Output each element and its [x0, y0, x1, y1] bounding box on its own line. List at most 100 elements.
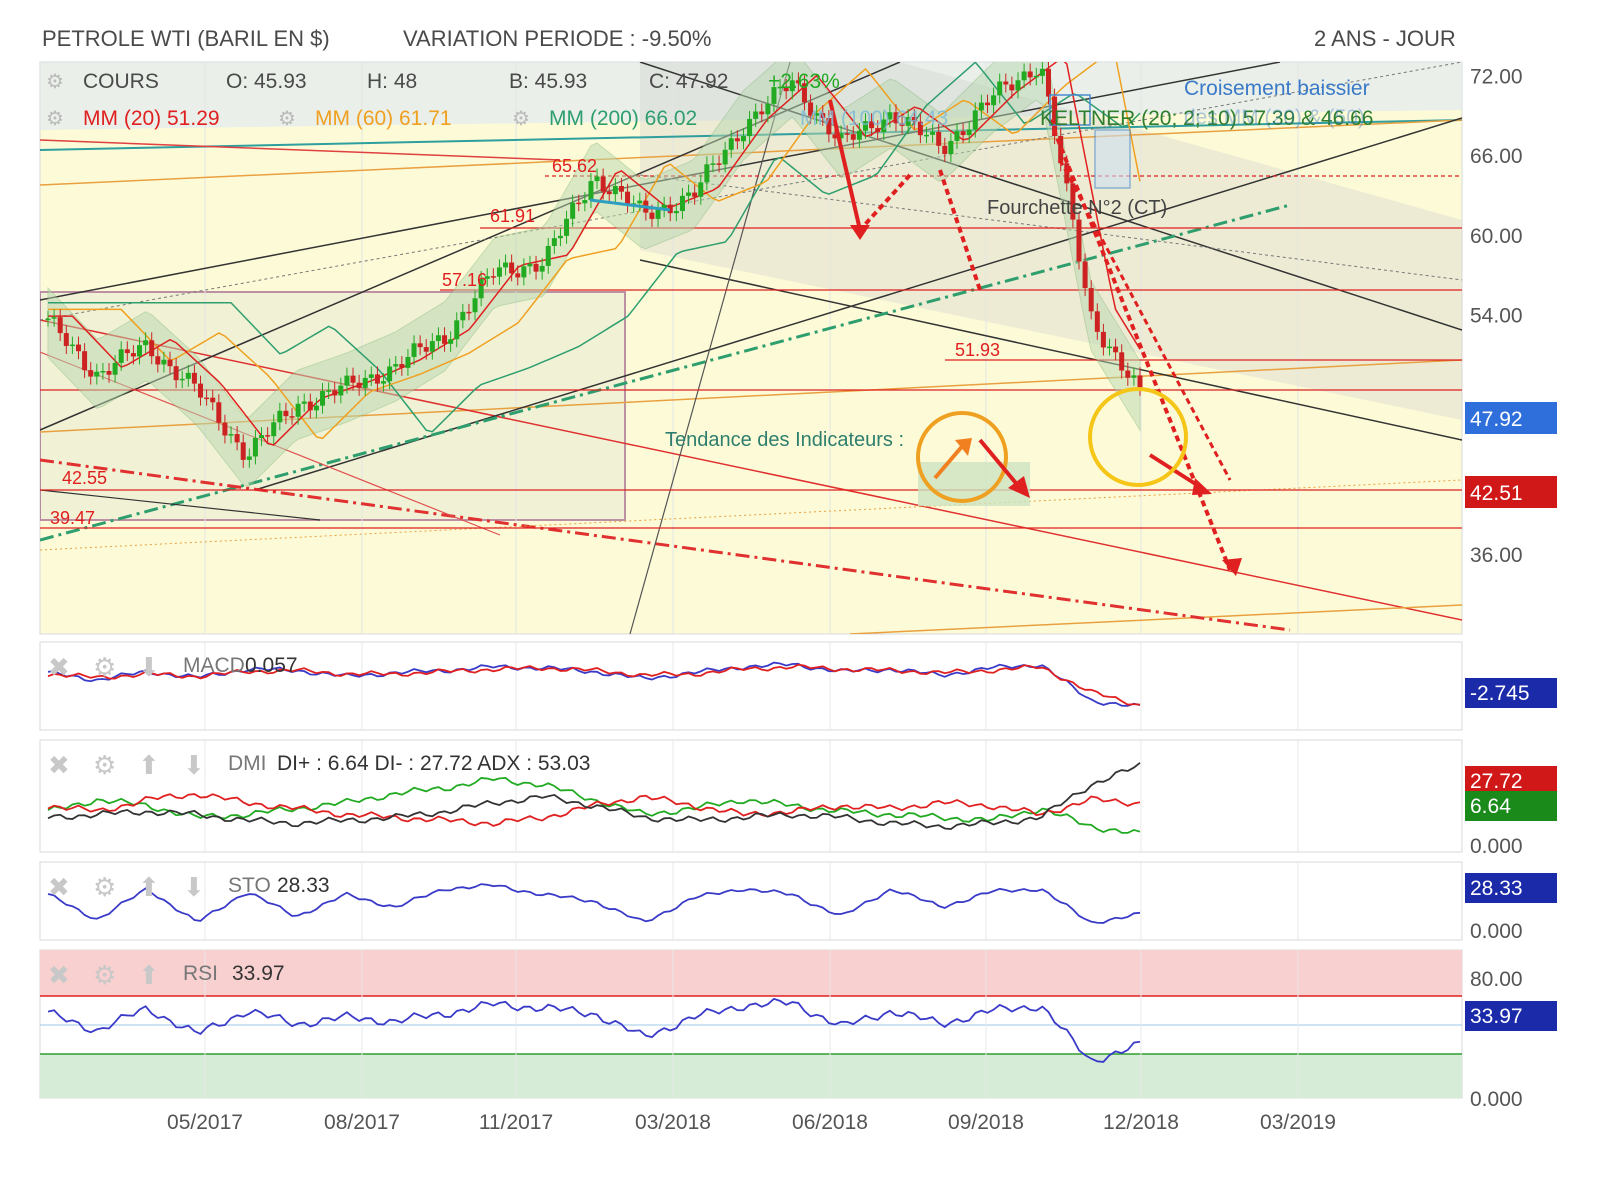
candle-body	[673, 211, 679, 214]
arrow-up-icon[interactable]: ⬆	[138, 872, 160, 902]
candle-body	[1125, 370, 1131, 378]
candle-body	[423, 347, 429, 352]
candle-body	[246, 456, 252, 460]
projection-arrows	[828, 99, 1242, 576]
candle-body	[734, 138, 740, 142]
candle-body	[582, 200, 588, 204]
svg-text:Croisement baissier: Croisement baissier	[1184, 77, 1370, 100]
close-icon[interactable]: ✖	[48, 652, 70, 682]
time-tick-label: 03/2019	[1260, 1111, 1336, 1134]
close-icon[interactable]: ✖	[48, 960, 70, 990]
candle-body	[295, 403, 301, 417]
candle-body	[625, 191, 631, 205]
candle-body	[381, 381, 387, 384]
svg-text:COURS: COURS	[83, 70, 159, 93]
candle-body	[265, 435, 271, 437]
candle-body	[45, 318, 51, 321]
candle-body	[789, 80, 795, 92]
arrow-up-icon[interactable]: ⬆	[138, 750, 160, 780]
period-label[interactable]: 2 ANS - JOUR	[1314, 26, 1456, 51]
candle-body	[588, 181, 594, 201]
svg-text:O: 45.93: O: 45.93	[226, 70, 307, 93]
level-label: 61.91	[490, 206, 535, 226]
candle-body	[612, 185, 618, 195]
candle-body	[63, 333, 69, 346]
svg-text:H: 48: H: 48	[367, 70, 417, 93]
dmi-panel: ✖ ⚙ ⬆ ⬇ DMI DI+ : 6.64 DI- : 27.72 ADX : 53.0…	[39, 739, 1557, 858]
gear-icon[interactable]: ⚙	[93, 750, 116, 780]
gear-icon[interactable]: ⚙	[278, 108, 296, 130]
arrow-down-icon[interactable]: ⬇	[138, 652, 160, 682]
gear-icon[interactable]: ⚙	[93, 960, 116, 990]
candle-body	[460, 311, 466, 321]
candle-body	[753, 111, 759, 119]
arrow-down-icon[interactable]: ⬇	[183, 750, 205, 780]
candle-body	[765, 103, 771, 115]
candle-body	[844, 133, 850, 135]
candle-body	[686, 192, 692, 196]
fork-annotation: Fourchette N°2 (CT)	[987, 197, 1167, 219]
candle-body	[838, 133, 844, 139]
rsi-value: 33.97	[232, 962, 285, 985]
candle-body	[259, 435, 265, 438]
candle-body	[368, 374, 374, 378]
candle-body	[942, 145, 948, 155]
gear-icon[interactable]: ⚙	[46, 71, 64, 93]
candle-body	[149, 340, 155, 357]
macd-series-line	[47, 663, 1141, 706]
candle-body	[82, 351, 88, 371]
candle-body	[948, 140, 954, 155]
level-labels: 65.62 61.91 57.16 51.93 42.55 39.47	[50, 156, 1000, 528]
candle-body	[1076, 219, 1082, 262]
candle-body	[570, 202, 576, 219]
candle-body	[997, 81, 1003, 96]
gear-icon[interactable]: ⚙	[93, 652, 116, 682]
mm60-line	[48, 62, 1141, 440]
candle-body	[301, 401, 307, 404]
candle-body	[667, 204, 673, 214]
arrow-up-icon[interactable]: ⬆	[138, 960, 160, 990]
candle-body	[978, 102, 984, 111]
candle-body	[606, 191, 612, 195]
level-label: 51.93	[955, 340, 1000, 360]
candle-body	[271, 422, 277, 437]
candle-body	[527, 263, 533, 267]
candle-body	[747, 118, 753, 137]
candle-body	[411, 343, 417, 357]
candle-body	[533, 263, 539, 272]
candle-body	[490, 276, 496, 278]
macd-value: 0.057	[245, 654, 298, 677]
rsi-panel: ✖ ⚙ ⬆ RSI 33.97 80.00 0.000 33.97	[39, 949, 1557, 1111]
gear-icon[interactable]: ⚙	[93, 872, 116, 902]
candle-body	[399, 364, 405, 368]
arrow-down-icon[interactable]: ⬇	[183, 872, 205, 902]
dmi-value-badge	[1465, 791, 1557, 821]
svg-text:MM (100) 64.43: MM (100) 64.43	[800, 107, 948, 130]
svg-text:des MM (20) & (50): des MM (20) & (50)	[1184, 106, 1365, 129]
candle-body	[893, 112, 899, 124]
candle-body	[777, 86, 783, 89]
candle-body	[124, 349, 130, 354]
svg-text:27.72: 27.72	[1470, 770, 1523, 793]
level-label: 65.62	[552, 156, 597, 176]
candle-body	[155, 356, 161, 365]
chart-title: PETROLE WTI (BARIL EN $)	[42, 26, 330, 51]
gear-icon[interactable]: ⚙	[46, 108, 64, 130]
candle-body	[1003, 81, 1009, 85]
candle-body	[655, 209, 661, 219]
candle-body	[69, 344, 75, 347]
close-icon[interactable]: ✖	[48, 872, 70, 902]
svg-text:6.64: 6.64	[1470, 795, 1511, 818]
candle-body	[204, 397, 210, 400]
candle-body	[594, 176, 600, 182]
svg-text:+2.63%: +2.63%	[768, 70, 840, 93]
gear-icon[interactable]: ⚙	[512, 108, 530, 130]
candle-body	[478, 278, 484, 299]
sto-tick-label: 0.000	[1470, 920, 1523, 943]
candle-body	[698, 182, 704, 197]
price-tick-label: 60.00	[1470, 225, 1523, 248]
svg-text:-2.745: -2.745	[1470, 682, 1530, 705]
candle-body	[1052, 96, 1058, 136]
close-icon[interactable]: ✖	[48, 750, 70, 780]
